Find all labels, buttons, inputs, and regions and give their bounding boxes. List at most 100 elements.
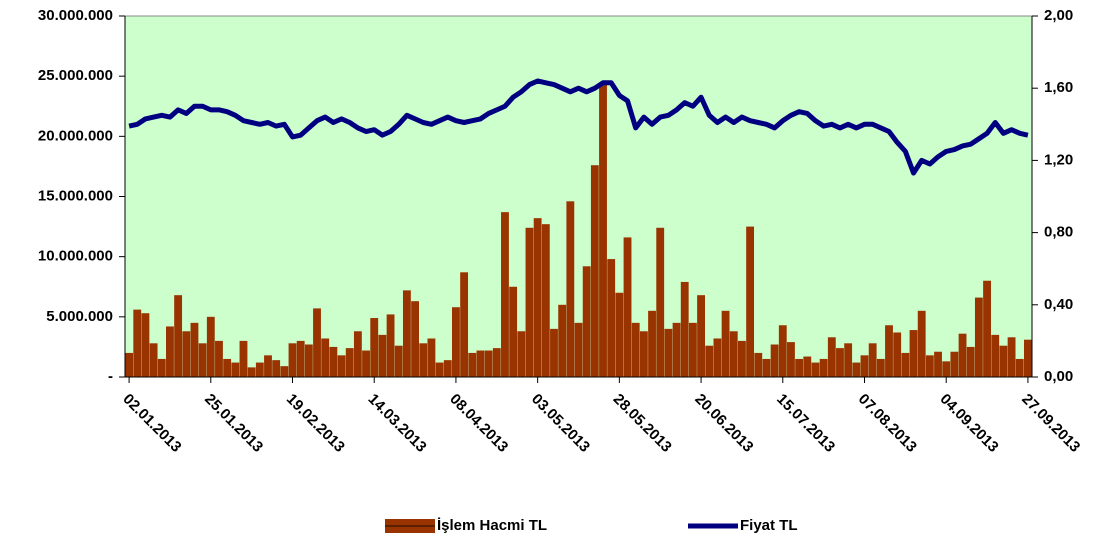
price-line [128, 78, 1029, 176]
bar [917, 310, 926, 377]
bar [223, 358, 232, 377]
bar [394, 345, 403, 377]
bar [656, 227, 665, 377]
bar [925, 355, 934, 377]
bar [419, 343, 428, 377]
bar [803, 356, 812, 377]
bar [787, 342, 795, 377]
x-tick-label: 14.03.2013 [365, 391, 430, 456]
bar [149, 343, 158, 377]
bar [664, 328, 673, 377]
bar [762, 358, 771, 377]
bar [157, 358, 166, 377]
bar [778, 325, 787, 377]
bar [198, 343, 207, 377]
bar [623, 237, 632, 377]
bar [460, 272, 469, 377]
bar [1015, 358, 1024, 377]
bar [329, 346, 338, 377]
y-tick-label: 15.000.000 [38, 187, 113, 204]
bar [836, 348, 844, 377]
bar [721, 310, 730, 377]
bar [958, 333, 967, 377]
bar [517, 331, 526, 377]
y2-tick-label: 0,00 [1044, 368, 1073, 385]
bar [411, 301, 419, 377]
bar [231, 362, 240, 377]
bar [541, 224, 550, 377]
bar [304, 344, 313, 377]
bar [860, 355, 869, 377]
bar [174, 295, 183, 377]
bar [615, 292, 624, 377]
bar [680, 281, 689, 377]
bar [974, 297, 983, 377]
bar [811, 362, 820, 377]
bar [550, 328, 558, 377]
bar [280, 366, 289, 377]
x-tick-label: 27.09.2013 [1018, 391, 1083, 456]
bar [321, 338, 330, 377]
y-tick-label: 20.000.000 [38, 127, 113, 144]
bar [827, 337, 836, 377]
bar [688, 322, 697, 377]
bar [672, 322, 681, 377]
bar [247, 367, 256, 377]
bar [631, 322, 640, 377]
y2-tick-label: 1,60 [1044, 79, 1073, 96]
bar [1007, 337, 1016, 377]
bar [713, 338, 722, 377]
bar [1023, 339, 1032, 377]
y-tick-label: 5.000.000 [46, 308, 113, 325]
bar [705, 345, 714, 377]
bar [942, 361, 951, 377]
bar [264, 355, 272, 377]
y-tick-label: 10.000.000 [38, 248, 113, 265]
y-tick-label: 30.000.000 [38, 7, 113, 24]
bar [190, 322, 199, 377]
bar [950, 351, 959, 377]
bar [525, 227, 534, 377]
bar [893, 332, 902, 377]
bar [590, 165, 599, 377]
bar [182, 331, 191, 377]
bar [501, 212, 509, 377]
bar [255, 362, 264, 377]
bar [313, 308, 321, 377]
bar [607, 259, 616, 377]
bar [427, 338, 436, 377]
bar [868, 343, 877, 377]
x-tick-label: 28.05.2013 [610, 391, 675, 456]
y-tick-label: 25.000.000 [38, 67, 113, 84]
x-tick-label: 07.08.2013 [855, 391, 920, 456]
plot-area [124, 15, 1033, 378]
bar [852, 362, 861, 377]
bar [239, 340, 248, 377]
bar [345, 348, 354, 377]
bar [966, 346, 975, 377]
y2-tick-label: 1,20 [1044, 151, 1073, 168]
bar [599, 84, 607, 377]
bar [215, 340, 223, 377]
bar [909, 330, 918, 377]
bar [934, 351, 942, 377]
x-tick-label: 19.02.2013 [283, 391, 348, 456]
bar [443, 360, 452, 377]
bar [999, 345, 1008, 377]
bar [378, 334, 387, 377]
bar [166, 326, 174, 377]
bar [370, 318, 379, 377]
bar [582, 266, 591, 377]
bar [452, 307, 460, 377]
bar [353, 331, 362, 377]
bar [476, 350, 485, 377]
bar [574, 322, 583, 377]
bar [844, 343, 853, 377]
bar [738, 340, 746, 377]
bar [754, 352, 763, 377]
bar [133, 309, 142, 377]
bar [876, 358, 885, 377]
y2-tick-label: 0,40 [1044, 296, 1073, 313]
bar [386, 314, 395, 377]
